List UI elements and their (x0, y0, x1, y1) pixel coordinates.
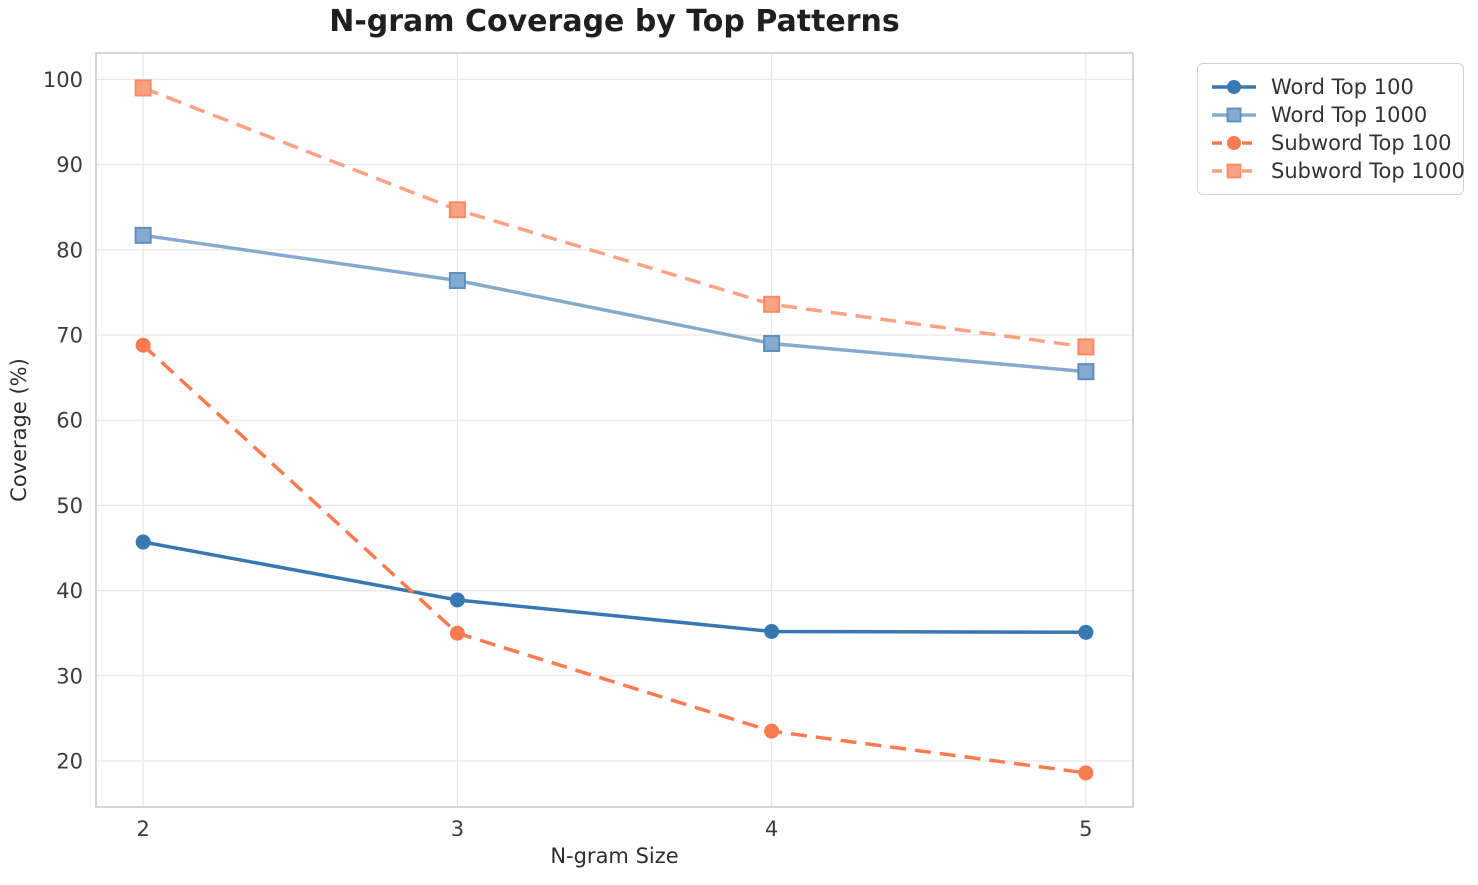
legend-sample-subword-top-100 (1212, 136, 1256, 150)
legend-label: Subword Top 1000 (1271, 159, 1465, 183)
gridlines (96, 53, 1133, 807)
legend-item-subword-top-1000: Subword Top 1000 (1210, 157, 1465, 185)
data-point-marker (449, 625, 465, 641)
data-point-marker (763, 295, 781, 313)
data-point-marker (134, 226, 152, 244)
legend-sample-subword-top-1000 (1212, 163, 1256, 179)
data-point-marker (1078, 624, 1094, 640)
data-point-marker (1078, 765, 1094, 781)
x-tick-labels: 2 3 4 5 (136, 817, 1092, 841)
y-tick-label: 100 (43, 68, 83, 92)
data-point-marker (448, 201, 466, 219)
legend-item-word-top-100: Word Top 100 (1210, 73, 1451, 101)
data-point-marker (763, 335, 781, 353)
chart-title: N-gram Coverage by Top Patterns (329, 4, 900, 39)
series-line-word-top-100 (142, 540, 1086, 635)
legend-label: Subword Top 100 (1271, 131, 1452, 155)
data-point-marker (448, 271, 466, 289)
data-point-marker (135, 337, 151, 353)
series-line-subword-top-1000 (142, 86, 1087, 349)
y-tick-label: 80 (56, 238, 83, 262)
y-tick-label: 50 (56, 494, 83, 518)
data-point-marker (134, 79, 152, 97)
x-tick-label: 5 (1079, 817, 1092, 841)
series-word-top-100 (135, 534, 1094, 640)
plot-border (95, 52, 1134, 808)
x-tick-label: 3 (451, 817, 464, 841)
series-subword-top-1000 (134, 79, 1095, 356)
legend-marker-sample (1226, 163, 1242, 179)
plot-area (96, 53, 1133, 807)
series-word-top-1000 (134, 226, 1095, 381)
y-tick-label: 30 (56, 664, 83, 688)
data-point-marker (764, 723, 780, 739)
series-line-word-top-1000 (142, 233, 1087, 374)
legend-item-subword-top-100: Subword Top 100 (1210, 129, 1451, 157)
series-line-subword-top-100 (141, 343, 1087, 775)
data-point-marker (135, 534, 151, 550)
y-tick-label: 20 (56, 749, 83, 773)
legend-marker-sample (1226, 107, 1242, 123)
legend-sample-word-top-100 (1212, 80, 1256, 94)
x-axis-label: N-gram Size (550, 844, 679, 868)
legend-label: Word Top 100 (1271, 75, 1414, 99)
legend-marker-sample (1227, 80, 1241, 94)
y-tick-label: 70 (56, 324, 83, 348)
y-tick-label: 90 (56, 153, 83, 177)
x-tick-label: 2 (136, 817, 149, 841)
series-subword-top-100 (135, 337, 1094, 781)
legend: Word Top 100 Word Top 1000 Subword Top 100… (1197, 63, 1465, 195)
data-point-marker (1077, 338, 1095, 356)
legend-marker-sample (1227, 136, 1241, 150)
data-point-marker (449, 592, 465, 608)
y-tick-label: 60 (56, 409, 83, 433)
y-tick-labels: 20 30 40 50 60 70 80 90 100 (43, 68, 83, 774)
legend-label: Word Top 1000 (1271, 103, 1428, 127)
x-tick-label: 4 (765, 817, 778, 841)
legend-sample-word-top-1000 (1212, 107, 1256, 123)
legend-item-word-top-1000: Word Top 1000 (1210, 101, 1451, 129)
data-point-marker (764, 623, 780, 639)
data-point-marker (1077, 363, 1095, 381)
y-tick-label: 40 (56, 579, 83, 603)
